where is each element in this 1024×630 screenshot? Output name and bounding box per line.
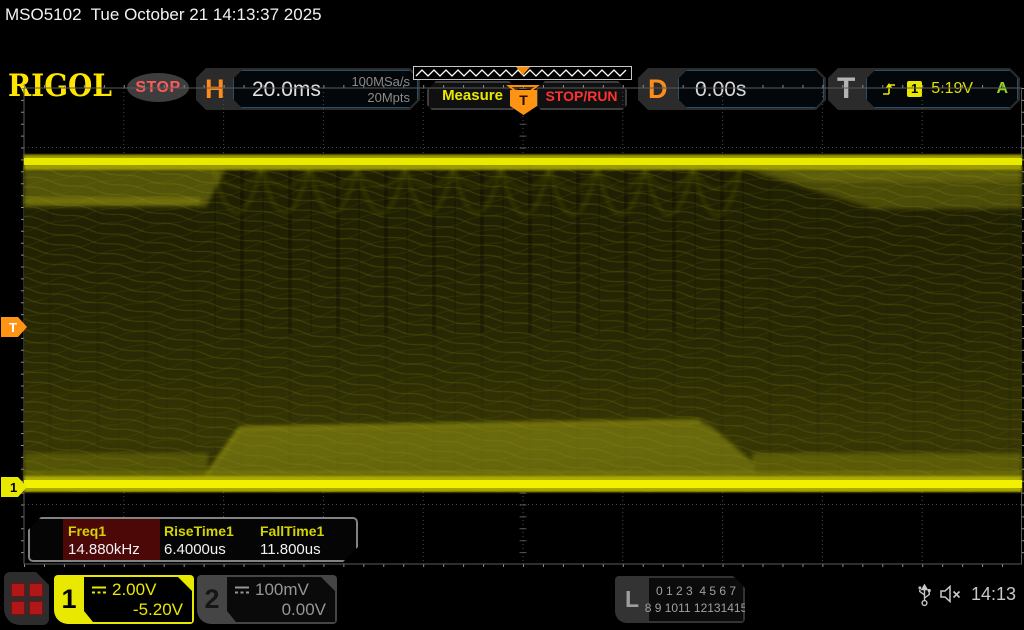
measurement-name: RiseTime1 [164,523,234,539]
timebase-value: 20.0ms [252,78,321,101]
grid-icon [11,583,43,615]
logic-row1: 0 1 2 3 4 5 6 7 [655,583,737,598]
measure-button-label: Measure [442,87,503,104]
measurement-highlight [63,519,160,560]
measurement-name: FallTime1 [260,523,325,539]
channel1-waveform [24,154,1022,492]
channel1-status-box[interactable]: 1 2.00V -5.20V [54,575,194,624]
logic-channels-box[interactable]: L 0 1 2 3 4 5 6 7 8 9 1011 12131415 [615,576,745,623]
dc-coupling-icon [91,585,107,595]
logic-label: L [624,586,640,612]
trigger-position-label: T [519,92,528,108]
channel2-status-box[interactable]: 2 100mV 0.00V [197,575,337,624]
menu-grid-button[interactable] [4,572,49,625]
overview-trigger-marker-icon [516,67,530,75]
speaker-muted-icon [940,585,961,603]
usb-icon [918,583,931,607]
measurement-panel: Freq1 14.880kHz RiseTime1 6.4000us FallT… [28,517,358,562]
clock-display: 14:13 [970,583,1016,604]
channel1-marker-label: 1 [10,480,17,495]
channel1-number: 1 [61,584,77,614]
stop-run-button[interactable]: STOP/RUN [536,81,627,110]
trigger-module[interactable]: T 1 5.19V A [828,68,1020,110]
logic-row2: 8 9 1011 12131415 [644,600,748,615]
channel2-number: 2 [204,584,220,614]
memory-depth: 20Mpts [367,90,410,105]
trigger-level-marker[interactable]: T [1,317,27,337]
trigger-level-label: T [9,320,17,335]
dc-coupling-icon [234,585,250,595]
channel1-scale: 2.00V [112,580,157,599]
measurement-value: 6.4000us [164,541,226,558]
system-titlebar: MSO5102 Tue October 21 14:13:37 2025 [5,5,322,24]
channel1-offset: -5.20V [132,600,183,619]
measurement-name: Freq1 [68,523,107,539]
channel1-position-marker[interactable]: 1 [1,477,27,497]
measurement-value: 14.880kHz [68,541,140,558]
channel2-scale: 100mV [255,580,309,599]
delay-box: 0.00s [678,70,824,108]
rigol-logo: RIGOL [8,68,112,104]
bottom-status-bar: 1 2.00V -5.20V 2 100mV 0.00V [0,567,1024,630]
stop-run-button-label: STOP/RUN [545,87,618,104]
trigger-box: 1 5.19V A [866,70,1018,108]
timebase-box: 20.0ms 100MSa/s 20Mpts [233,70,418,108]
horizontal-timebase-module[interactable]: H 20.0ms 100MSa/s 20Mpts [196,68,420,110]
sample-rate: 100MSa/s [351,74,410,89]
measurement-value: 11.800us [260,541,321,558]
delay-value: 0.00s [695,78,747,101]
channel2-offset: 0.00V [281,600,326,619]
measure-button[interactable]: Measure [427,81,518,110]
trigger-position-marker[interactable]: T [506,85,540,115]
sample-rate-readout: 100MSa/s 20Mpts [351,74,410,106]
header-bar: RIGOL STOP H 20.0ms 100MSa/s 20Mpts Meas… [0,30,1024,85]
waveform-display: T T 1 [1,85,1024,567]
